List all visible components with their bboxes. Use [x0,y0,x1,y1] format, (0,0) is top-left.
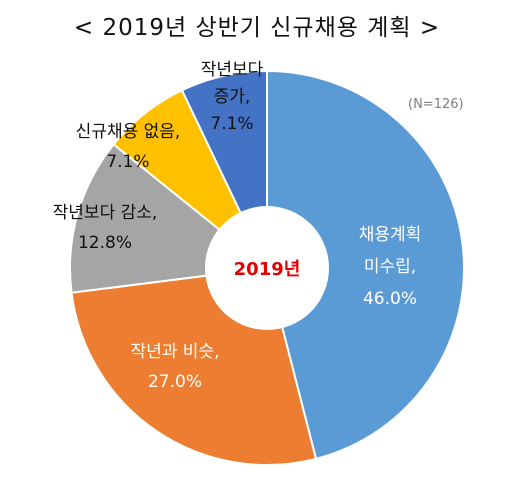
slice-label-1-line-1: 채용계획 [359,225,422,245]
slice-label-1-line-3: 46.0% [363,289,417,309]
slice-label-5-line-2: 증가, [214,87,251,107]
slice-label-3-line-2: 12.8% [78,233,132,253]
slice-label-1-line-2: 미수립, [364,257,416,277]
slice-label-2-line-2: 27.0% [148,372,202,392]
slice-label-2: 작년과 비슷, 27.0% [130,342,219,392]
slice-label-4-line-2: 7.1% [106,152,149,172]
pie-slice-1 [266,69,465,461]
slice-label-3-line-1: 작년보다 감소, [53,203,158,223]
slice-label-2-line-1: 작년과 비슷, [130,342,219,362]
chart-title: < 2019년 상반기 신규채용 계획 > [73,15,441,41]
slice-label-4: 신규채용 없음, 7.1% [76,122,181,172]
donut-hole [205,206,329,330]
slice-label-3: 작년보다 감소, 12.8% [53,203,158,253]
sample-size-note: (N=126) [408,97,464,112]
slice-label-4-line-1: 신규채용 없음, [76,122,181,142]
slice-label-5-line-1: 작년보다 [201,60,264,80]
center-label: 2019년 [234,259,301,280]
slice-label-5-line-3: 7.1% [210,114,253,134]
